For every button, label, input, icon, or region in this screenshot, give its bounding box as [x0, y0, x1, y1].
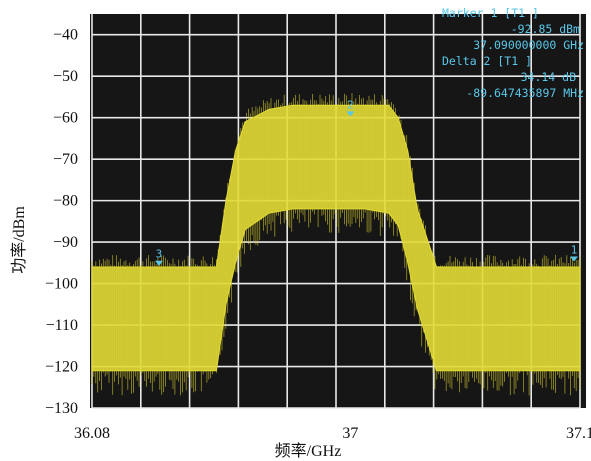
x-tick-label: 36.08	[74, 425, 110, 442]
x-tick-label: 37.1	[566, 425, 591, 442]
readout-line: 34.14 dB	[521, 70, 576, 84]
y-tick-label: −80	[53, 193, 78, 210]
marker-readout: Marker 1 [T1 ] -92.85 dBm 37.090000000 GHz…	[442, 6, 584, 100]
marker-label: 2	[347, 98, 354, 111]
y-tick-label: −50	[53, 68, 78, 85]
trace-group	[91, 93, 581, 396]
readout-line: Marker 1 [T1 ]	[442, 6, 539, 20]
readout-line: -92.85 dBm	[511, 22, 580, 36]
y-tick-label: −60	[53, 110, 78, 127]
y-tick-label: −90	[53, 234, 78, 251]
x-tick-label: 37	[342, 425, 358, 442]
marker-triangle	[570, 256, 578, 262]
y-tick-label: −130	[45, 400, 78, 417]
y-tick-label: −120	[45, 359, 78, 376]
y-tick-label: −70	[53, 151, 78, 168]
readout-line: 37.090000000 GHz	[473, 38, 584, 52]
marker-label: 1	[571, 244, 578, 257]
y-tick-label: −40	[53, 27, 78, 44]
x-axis-title: 频率/GHz	[275, 442, 342, 460]
y-tick-label: −110	[46, 317, 78, 334]
readout-line: -89.647435897 MHz	[466, 86, 584, 100]
readout-line: Delta 2 [T1 ]	[442, 54, 532, 68]
marker-triangle	[346, 111, 355, 117]
marker-label: 3	[156, 248, 163, 261]
y-tick-label: −100	[45, 276, 78, 293]
marker-triangle	[154, 260, 163, 266]
marker-group: 2 3 1	[154, 98, 578, 266]
tick-labels: −40 −50 −60 −70 −80 −90 −100 −110 −120 −130 36.08 3…	[45, 27, 591, 442]
y-axis-title: 功率/dBm	[10, 206, 28, 274]
